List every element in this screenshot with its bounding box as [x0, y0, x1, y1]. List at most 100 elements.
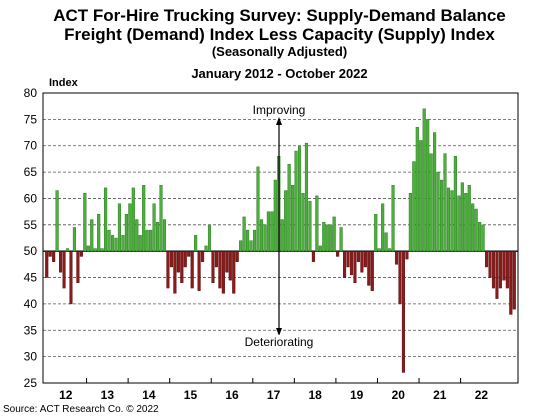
bar	[76, 250, 80, 284]
bar	[391, 185, 395, 252]
bar	[183, 250, 187, 268]
bar	[176, 250, 180, 273]
bar	[266, 211, 270, 252]
bar	[502, 250, 506, 281]
chart-subtitle: Freight (Demand) Index Less Capacity (Su…	[64, 25, 495, 44]
y-tick-label: 60	[24, 191, 38, 205]
bar	[69, 250, 73, 305]
x-tick-label: 18	[308, 388, 322, 402]
annotations: Improving Deteriorating	[241, 103, 317, 349]
bar	[311, 250, 315, 262]
bar	[415, 127, 419, 252]
bar	[90, 219, 94, 252]
bar	[162, 219, 167, 252]
bar	[228, 250, 232, 281]
bar	[495, 250, 499, 299]
bar	[114, 237, 118, 252]
bar	[336, 250, 340, 257]
bar	[110, 235, 115, 252]
bar	[450, 190, 454, 252]
bar	[471, 203, 475, 252]
bar	[408, 192, 412, 252]
bar	[453, 156, 457, 252]
bar	[443, 153, 447, 252]
bar	[401, 250, 405, 373]
y-axis-label: Index	[49, 77, 79, 89]
bar	[325, 224, 329, 252]
bar	[104, 187, 108, 252]
bar	[246, 229, 250, 252]
bar	[169, 250, 173, 268]
bar	[117, 203, 122, 252]
bar	[433, 132, 437, 252]
bar	[304, 142, 309, 252]
bar	[287, 163, 291, 252]
bar	[211, 250, 215, 284]
bar	[225, 250, 229, 273]
bar	[318, 245, 322, 252]
bar	[249, 240, 253, 252]
bar	[485, 250, 489, 268]
bar	[194, 235, 198, 252]
y-tick-label: 25	[24, 376, 38, 390]
bar	[142, 185, 146, 252]
bar	[329, 224, 333, 252]
bar	[204, 245, 208, 252]
bar	[55, 190, 59, 252]
y-tick-label: 70	[24, 139, 38, 153]
bar	[155, 221, 160, 252]
bar	[426, 119, 430, 252]
bar	[460, 182, 464, 252]
bar	[412, 161, 416, 252]
bar	[419, 140, 423, 252]
x-tick-label: 12	[59, 388, 73, 402]
bar	[322, 221, 326, 252]
bar	[422, 108, 426, 252]
bar	[509, 250, 513, 315]
gridlines	[43, 118, 518, 358]
bar	[488, 250, 492, 278]
bar	[173, 250, 177, 294]
bar	[374, 214, 378, 252]
bar	[149, 229, 153, 252]
bar	[256, 166, 260, 252]
bar	[384, 232, 388, 252]
y-tick-label: 75	[24, 112, 38, 126]
bar	[301, 192, 305, 252]
bar	[339, 227, 343, 252]
bar	[232, 250, 236, 294]
bar	[474, 208, 478, 252]
bar	[145, 229, 149, 252]
bar	[59, 250, 63, 273]
bar	[239, 240, 243, 252]
y-tick-label: 40	[24, 297, 38, 311]
bar	[439, 179, 444, 252]
bar	[436, 171, 440, 252]
bar	[349, 250, 354, 276]
bar	[128, 203, 132, 252]
bar	[252, 229, 257, 252]
bar	[270, 211, 274, 252]
bar	[159, 185, 163, 252]
bar	[481, 224, 485, 252]
chart-period: January 2012 - October 2022	[191, 66, 368, 81]
bar	[491, 250, 496, 289]
bar	[131, 187, 135, 252]
bar	[65, 248, 70, 252]
x-tick-label: 22	[475, 388, 489, 402]
source-note: Source: ACT Research Co. © 2022	[3, 404, 159, 415]
x-tick-label: 16	[225, 388, 239, 402]
bar	[273, 179, 277, 252]
bar	[218, 250, 222, 289]
y-tick-label: 30	[24, 350, 38, 364]
bar	[429, 153, 433, 252]
bar	[259, 219, 264, 252]
bar	[72, 227, 76, 252]
bar	[394, 250, 399, 265]
bar	[298, 145, 302, 252]
bar	[377, 248, 381, 252]
bar	[315, 195, 319, 252]
axes: Index 25 30 35 40 45 50 55 60 65 70 75 80 12 13 14 15 16…	[24, 77, 519, 402]
bar	[478, 221, 482, 252]
